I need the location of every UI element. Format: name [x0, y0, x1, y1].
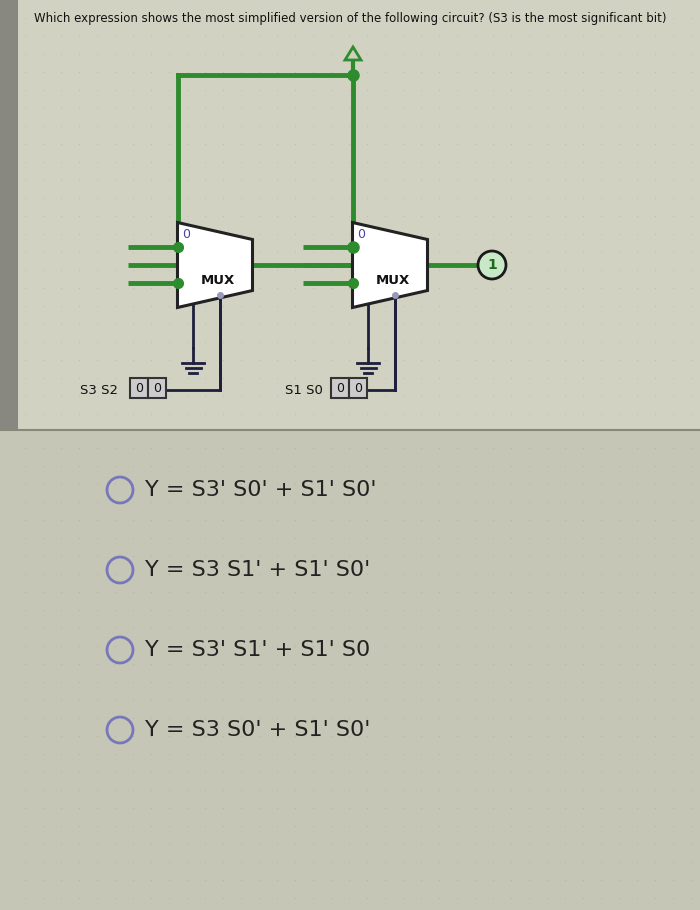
Bar: [0, 0, 18, 430]
Text: 0: 0: [357, 228, 365, 241]
Polygon shape: [353, 223, 428, 308]
Text: Y = S3 S1' + S1' S0': Y = S3 S1' + S1' S0': [145, 560, 370, 580]
Bar: [349, 378, 367, 398]
Text: 1: 1: [487, 258, 497, 272]
Text: MUX: MUX: [201, 274, 235, 287]
Text: S1 S0: S1 S0: [285, 383, 323, 397]
Text: 0: 0: [336, 381, 344, 395]
Bar: [0, 430, 700, 910]
Text: Which expression shows the most simplified version of the following circuit? (S3: Which expression shows the most simplifi…: [34, 12, 666, 25]
Text: Y = S3 S0' + S1' S0': Y = S3 S0' + S1' S0': [145, 720, 370, 740]
Circle shape: [478, 251, 506, 279]
Bar: [331, 378, 349, 398]
Bar: [0, 0, 700, 430]
Text: Y = S3' S1' + S1' S0: Y = S3' S1' + S1' S0: [145, 640, 370, 660]
Bar: [130, 378, 148, 398]
Text: 0: 0: [153, 381, 161, 395]
Polygon shape: [345, 47, 361, 60]
Polygon shape: [178, 223, 253, 308]
Text: 0: 0: [182, 228, 190, 241]
Text: 0: 0: [354, 381, 362, 395]
Text: S3 S2: S3 S2: [80, 383, 118, 397]
Bar: [148, 378, 166, 398]
Text: 0: 0: [135, 381, 143, 395]
Text: Y = S3' S0' + S1' S0': Y = S3' S0' + S1' S0': [145, 480, 377, 500]
Text: MUX: MUX: [376, 274, 410, 287]
